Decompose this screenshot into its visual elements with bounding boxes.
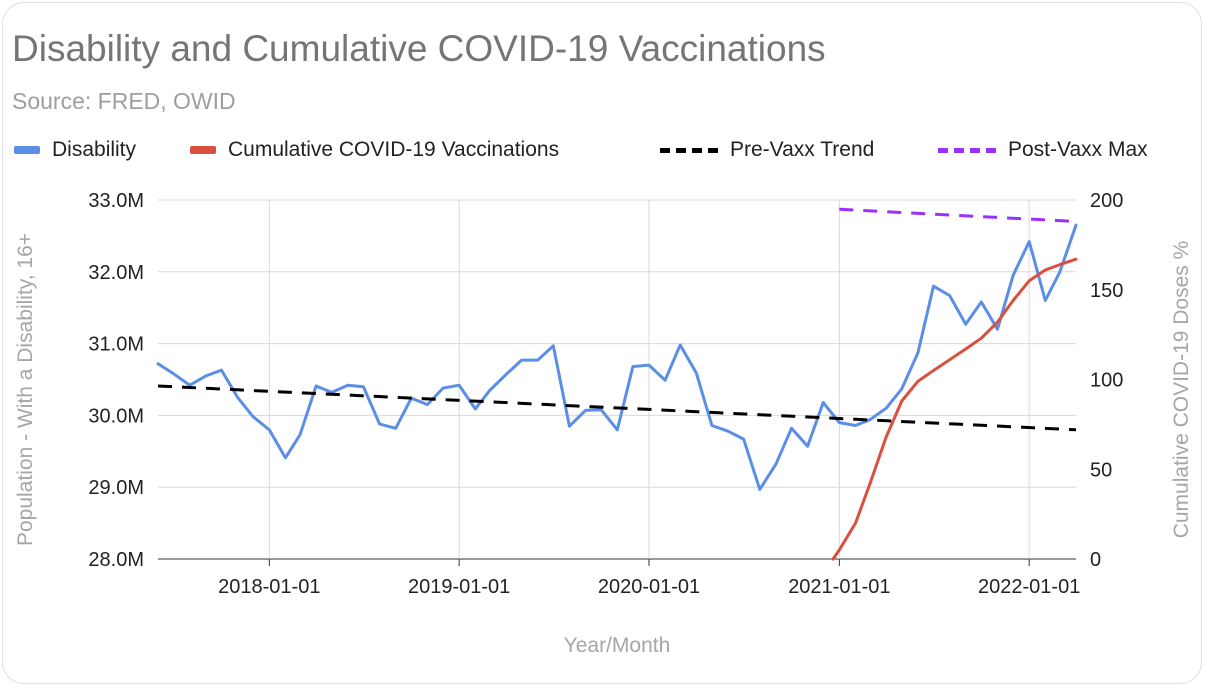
y-right-axis-title: Cumulative COVID-19 Doses % — [1170, 241, 1193, 539]
tick-labels: 28.0M 29.0M 30.0M 31.0M 32.0M 33.0M 0 50 100 150 2… — [88, 190, 1123, 598]
legend-item-post-vaxx-max[interactable]: Post-Vaxx Max — [938, 138, 1148, 162]
y-right-tick-label: 0 — [1090, 549, 1101, 571]
legend-item-disability[interactable]: Disability — [14, 138, 136, 162]
chart-subtitle: Source: FRED, OWID — [12, 88, 236, 114]
y-left-tick-label: 29.0M — [88, 477, 144, 499]
x-tick-label: 2018-01-01 — [218, 576, 320, 598]
legend-swatch-vaccinations — [190, 146, 216, 154]
y-right-tick-label: 150 — [1090, 280, 1123, 302]
legend-label-pre-vaxx-trend: Pre-Vaxx Trend — [730, 138, 875, 161]
y-right-tick-label: 50 — [1090, 459, 1112, 481]
legend-label-disability: Disability — [52, 138, 137, 161]
legend-swatch-pre-vaxx-trend — [660, 147, 718, 153]
legend-swatch-disability — [14, 146, 40, 154]
x-tick-label: 2019-01-01 — [408, 576, 510, 598]
legend: Disability Cumulative COVID-19 Vaccinati… — [0, 138, 1208, 166]
y-left-tick-label: 33.0M — [88, 190, 144, 212]
y-right-tick-label: 200 — [1090, 190, 1123, 212]
x-axis-title: Year/Month — [564, 634, 671, 657]
series-line-cumulative-covid-19-vaccinations — [831, 257, 1078, 561]
x-tick-label: 2022-01-01 — [978, 576, 1080, 598]
x-tick-label: 2020-01-01 — [598, 576, 700, 598]
y-left-tick-label: 31.0M — [88, 334, 144, 356]
series-line-disability — [156, 223, 1078, 491]
legend-label-post-vaxx-max: Post-Vaxx Max — [1008, 138, 1148, 161]
y-left-axis-title: Population - With a Disability, 16+ — [14, 233, 37, 546]
y-right-tick-label: 100 — [1090, 370, 1123, 392]
x-tick-label: 2021-01-01 — [788, 576, 890, 598]
y-left-tick-label: 32.0M — [88, 262, 144, 284]
y-left-tick-label: 28.0M — [88, 549, 144, 571]
series-lines — [156, 207, 1078, 561]
legend-swatch-post-vaxx-max — [938, 147, 996, 153]
series-line-post-vaxx-max — [839, 207, 1077, 223]
y-left-tick-label: 30.0M — [88, 405, 144, 427]
series-line-pre-vaxx-trend — [157, 384, 1077, 432]
legend-item-vaccinations[interactable]: Cumulative COVID-19 Vaccinations — [190, 138, 559, 162]
gridlines — [158, 199, 1076, 566]
chart-title: Disability and Cumulative COVID-19 Vacci… — [12, 28, 826, 69]
legend-item-pre-vaxx-trend[interactable]: Pre-Vaxx Trend — [660, 138, 874, 162]
legend-label-vaccinations: Cumulative COVID-19 Vaccinations — [228, 138, 560, 161]
